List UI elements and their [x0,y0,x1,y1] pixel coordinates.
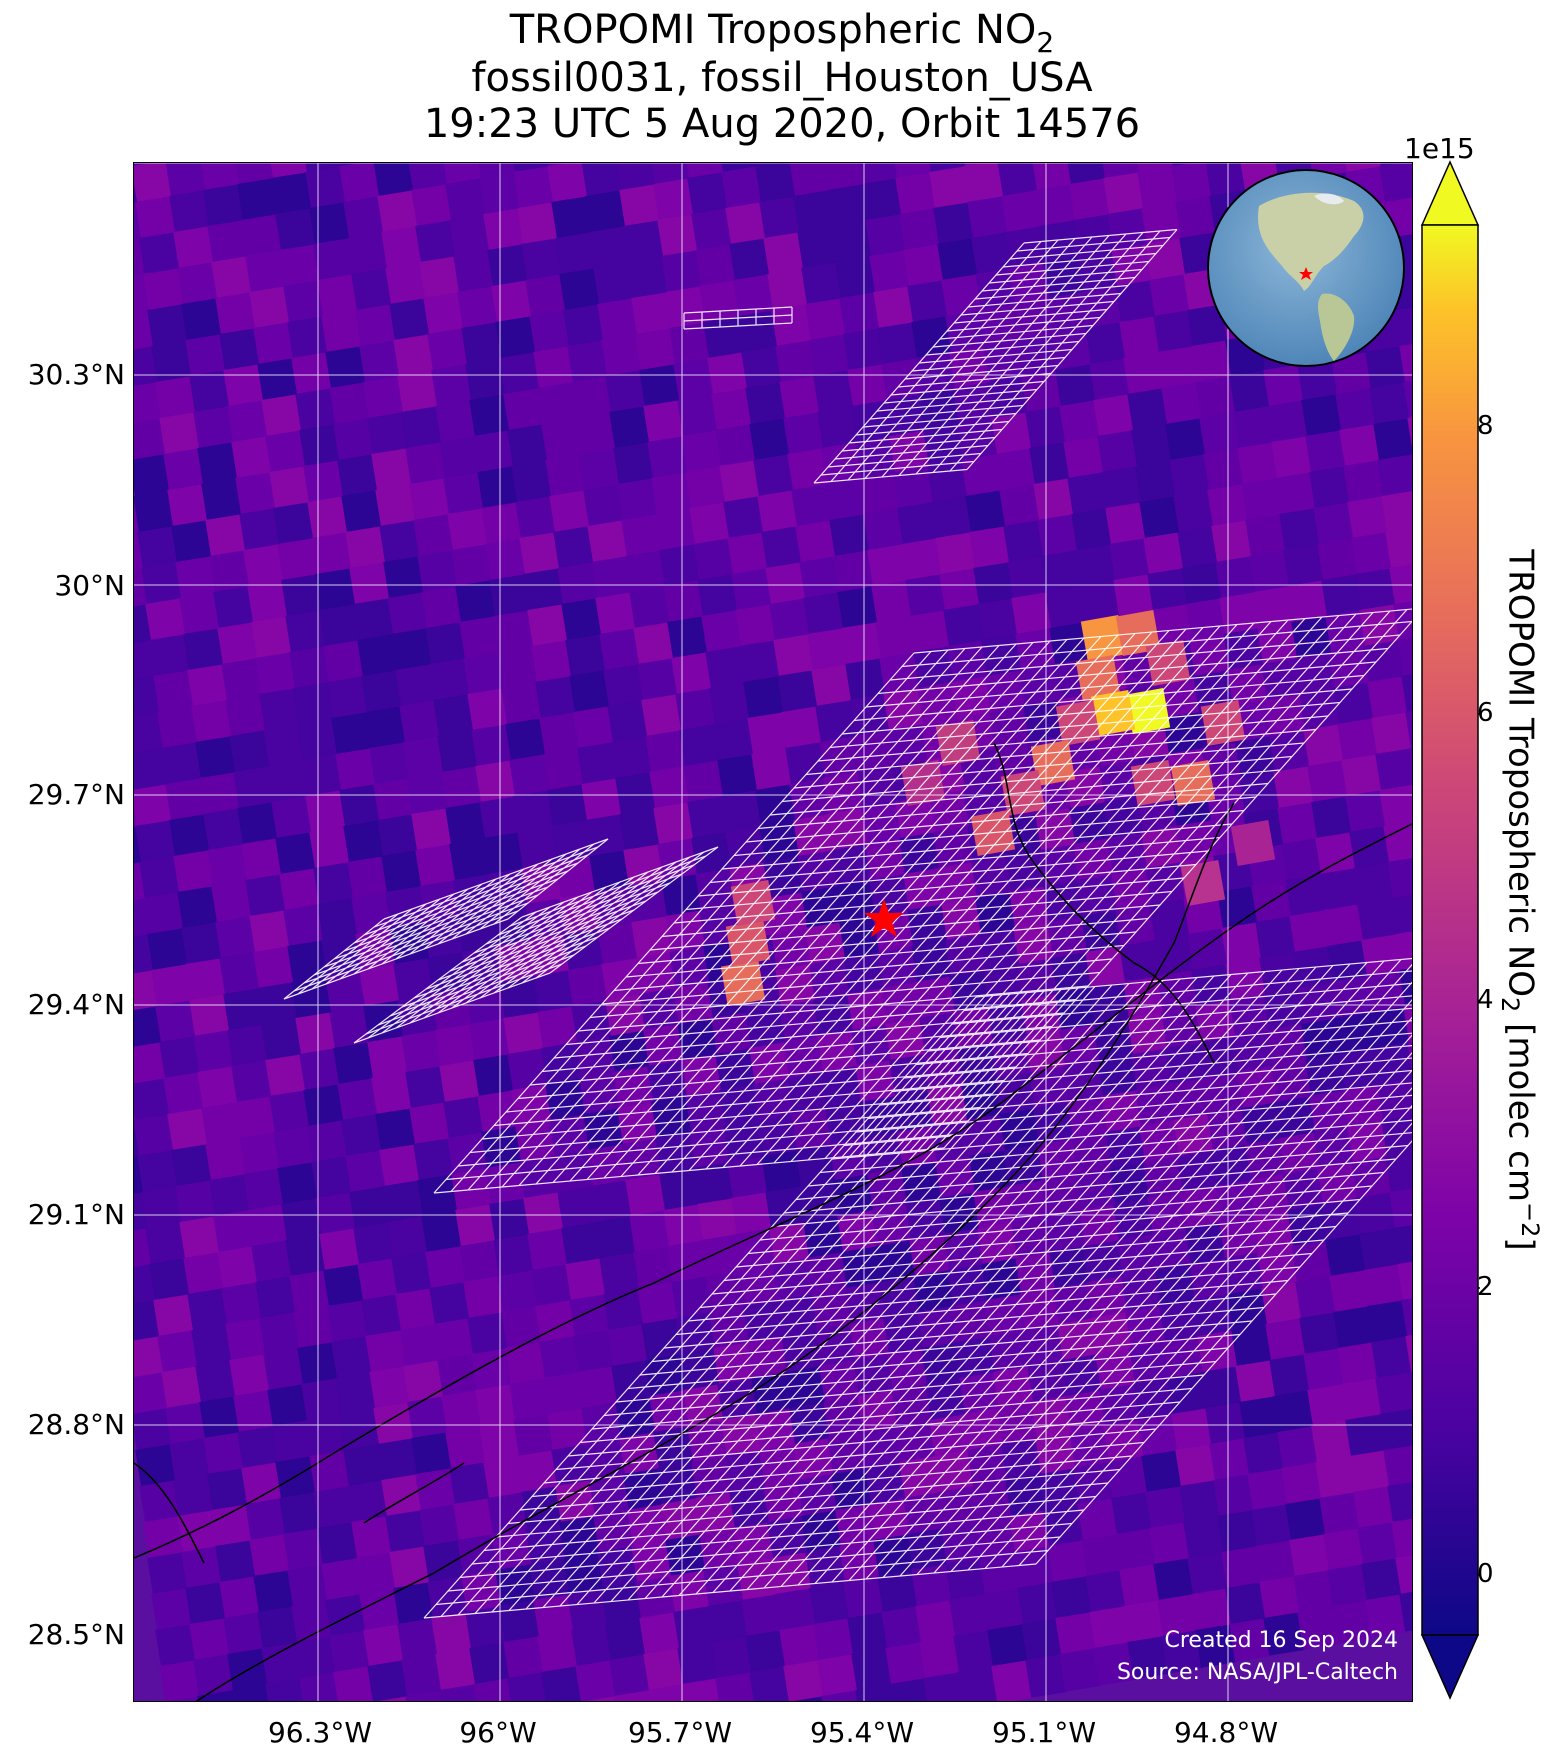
colorbar-tick: 2 [1477,1272,1494,1302]
lat-tick-label: 30°N [54,569,125,602]
globe-star-icon [1299,267,1313,280]
colorbar-tick: 0 [1477,1559,1494,1589]
lat-tick-label: 28.8°N [27,1408,125,1441]
map-panel[interactable]: Created 16 Sep 2024 Source: NASA/JPL-Cal… [133,162,1413,1702]
lon-tick-label: 95.1°W [991,1716,1097,1749]
credits-created: Created 16 Sep 2024 [1164,1628,1399,1653]
no2-map [134,163,1412,1701]
colorbar-label: TROPOMI Tropospheric NO2 [molec cm−2] [1495,549,1545,1251]
credits-source: Source: NASA/JPL-Caltech [1116,1660,1398,1685]
lat-tick-label: 29.1°N [27,1198,125,1231]
lat-tick-label: 29.7°N [27,778,125,811]
colorbar [1420,160,1480,1700]
locator-globe [1207,169,1405,367]
colorbar-exponent: 1e15 [1404,132,1475,165]
title-line-1: TROPOMI Tropospheric NO2 [509,7,1055,59]
title-line-3: 19:23 UTC 5 Aug 2020, Orbit 14576 [423,101,1141,147]
colorbar-tick: 4 [1477,985,1494,1015]
lon-tick-label: 94.8°W [1173,1716,1279,1749]
lat-tick-label: 28.5°N [27,1618,125,1651]
lon-tick-label: 95.4°W [809,1716,915,1749]
colorbar-tick: 8 [1477,411,1494,441]
colorbar-tick: 6 [1477,698,1494,728]
lat-tick-label: 30.3°N [27,358,125,391]
flight-swath-grid [283,228,1412,1619]
lon-tick-label: 95.7°W [627,1716,733,1749]
graticule [134,163,1412,1701]
lon-tick-label: 96°W [459,1716,537,1749]
lon-tick-label: 96.3°W [267,1716,373,1749]
title-line-2: fossil0031, fossil_Houston_USA [471,55,1093,101]
target-star-icon [864,899,904,937]
lat-tick-label: 29.4°N [27,988,125,1021]
